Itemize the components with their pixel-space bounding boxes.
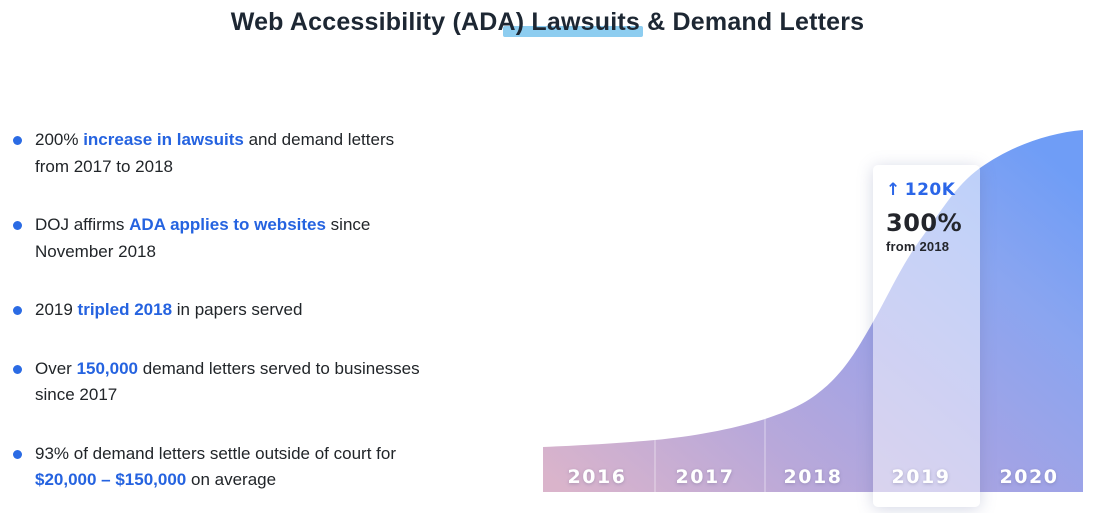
bullet-text-em: tripled 2018	[77, 300, 173, 319]
annotation-subtext: from 2018	[886, 239, 950, 254]
bullet-text-pre: 2019	[35, 300, 78, 319]
bullet-text-em: ADA applies to websites	[129, 215, 326, 234]
bullet-text-post: in papers served	[172, 300, 303, 319]
x-tick-2018: 2018	[783, 466, 843, 488]
list-item: Over 150,000 demand letters served to bu…	[13, 356, 425, 409]
x-axis-labels: 2016 2017 2018 2019 2020	[543, 462, 1083, 492]
x-tick-2019: 2019	[891, 466, 951, 488]
bullet-dot-icon	[13, 136, 22, 145]
area-series	[543, 130, 1083, 492]
bullet-text-pre: 93% of demand letters settle outside of …	[35, 443, 396, 463]
annotation-lawsuit-count: ↑ 120K	[886, 180, 970, 200]
bullet-text-post: demand letters served to businesses sinc…	[35, 358, 420, 405]
title-highlight-bar	[503, 26, 643, 37]
title-area: Web Accessibility (ADA) Lawsuits & Deman…	[0, 8, 1095, 37]
bullet-text-pre: Over	[35, 358, 77, 378]
bullet-dot-icon	[13, 364, 22, 374]
up-arrow-icon: ↑	[886, 180, 901, 200]
bullet-text-em: increase in lawsuits	[83, 130, 244, 149]
page-title: Web Accessibility (ADA) Lawsuits & Deman…	[230, 8, 865, 36]
list-item: 2019 tripled 2018 in papers served	[13, 297, 425, 324]
bullet-text-post: on average	[186, 470, 277, 489]
bullet-text-post: since November 2018	[35, 215, 371, 261]
bullet-text-pre: DOJ affirms	[35, 215, 130, 234]
area-chart-svg	[543, 130, 1083, 492]
bullet-text: 2019 tripled 2018 in papers served	[35, 300, 302, 319]
highlighted-year-band-2019: ↑ 120K 300% from 2018	[873, 165, 980, 507]
x-tick-2017: 2017	[675, 466, 735, 488]
bullet-text-post: and demand letters from 2017 to 2018	[35, 130, 395, 176]
key-facts-list: 200% increase in lawsuits and demand let…	[13, 127, 443, 513]
list-item: 93% of demand letters settle outside of …	[13, 441, 425, 494]
growth-area-chart: ↑ 120K 300% from 2018 2016 2017 2018 2019…	[543, 118, 1083, 513]
list-item: 200% increase in lawsuits and demand let…	[13, 127, 425, 180]
bullet-text-em: $20,000 – $150,000	[35, 470, 187, 489]
bullet-dot-icon	[13, 306, 22, 315]
annotation-percent: 300%	[886, 209, 963, 237]
list-item: DOJ affirms ADA applies to websites sinc…	[13, 212, 425, 265]
bullet-text: Over 150,000 demand letters served to bu…	[35, 359, 420, 405]
bullet-dot-icon	[13, 221, 22, 230]
x-tick-2016: 2016	[567, 466, 627, 488]
bullet-text: 200% increase in lawsuits and demand let…	[35, 130, 394, 176]
bullet-text-em: 150,000	[76, 358, 139, 378]
bullet-text: DOJ affirms ADA applies to websites sinc…	[35, 215, 370, 261]
bullet-dot-icon	[13, 449, 22, 459]
bullet-text: 93% of demand letters settle outside of …	[35, 444, 396, 490]
annotation-value: 120K	[904, 180, 956, 200]
x-tick-2020: 2020	[999, 466, 1059, 488]
bullet-text-pre: 200%	[35, 130, 84, 149]
